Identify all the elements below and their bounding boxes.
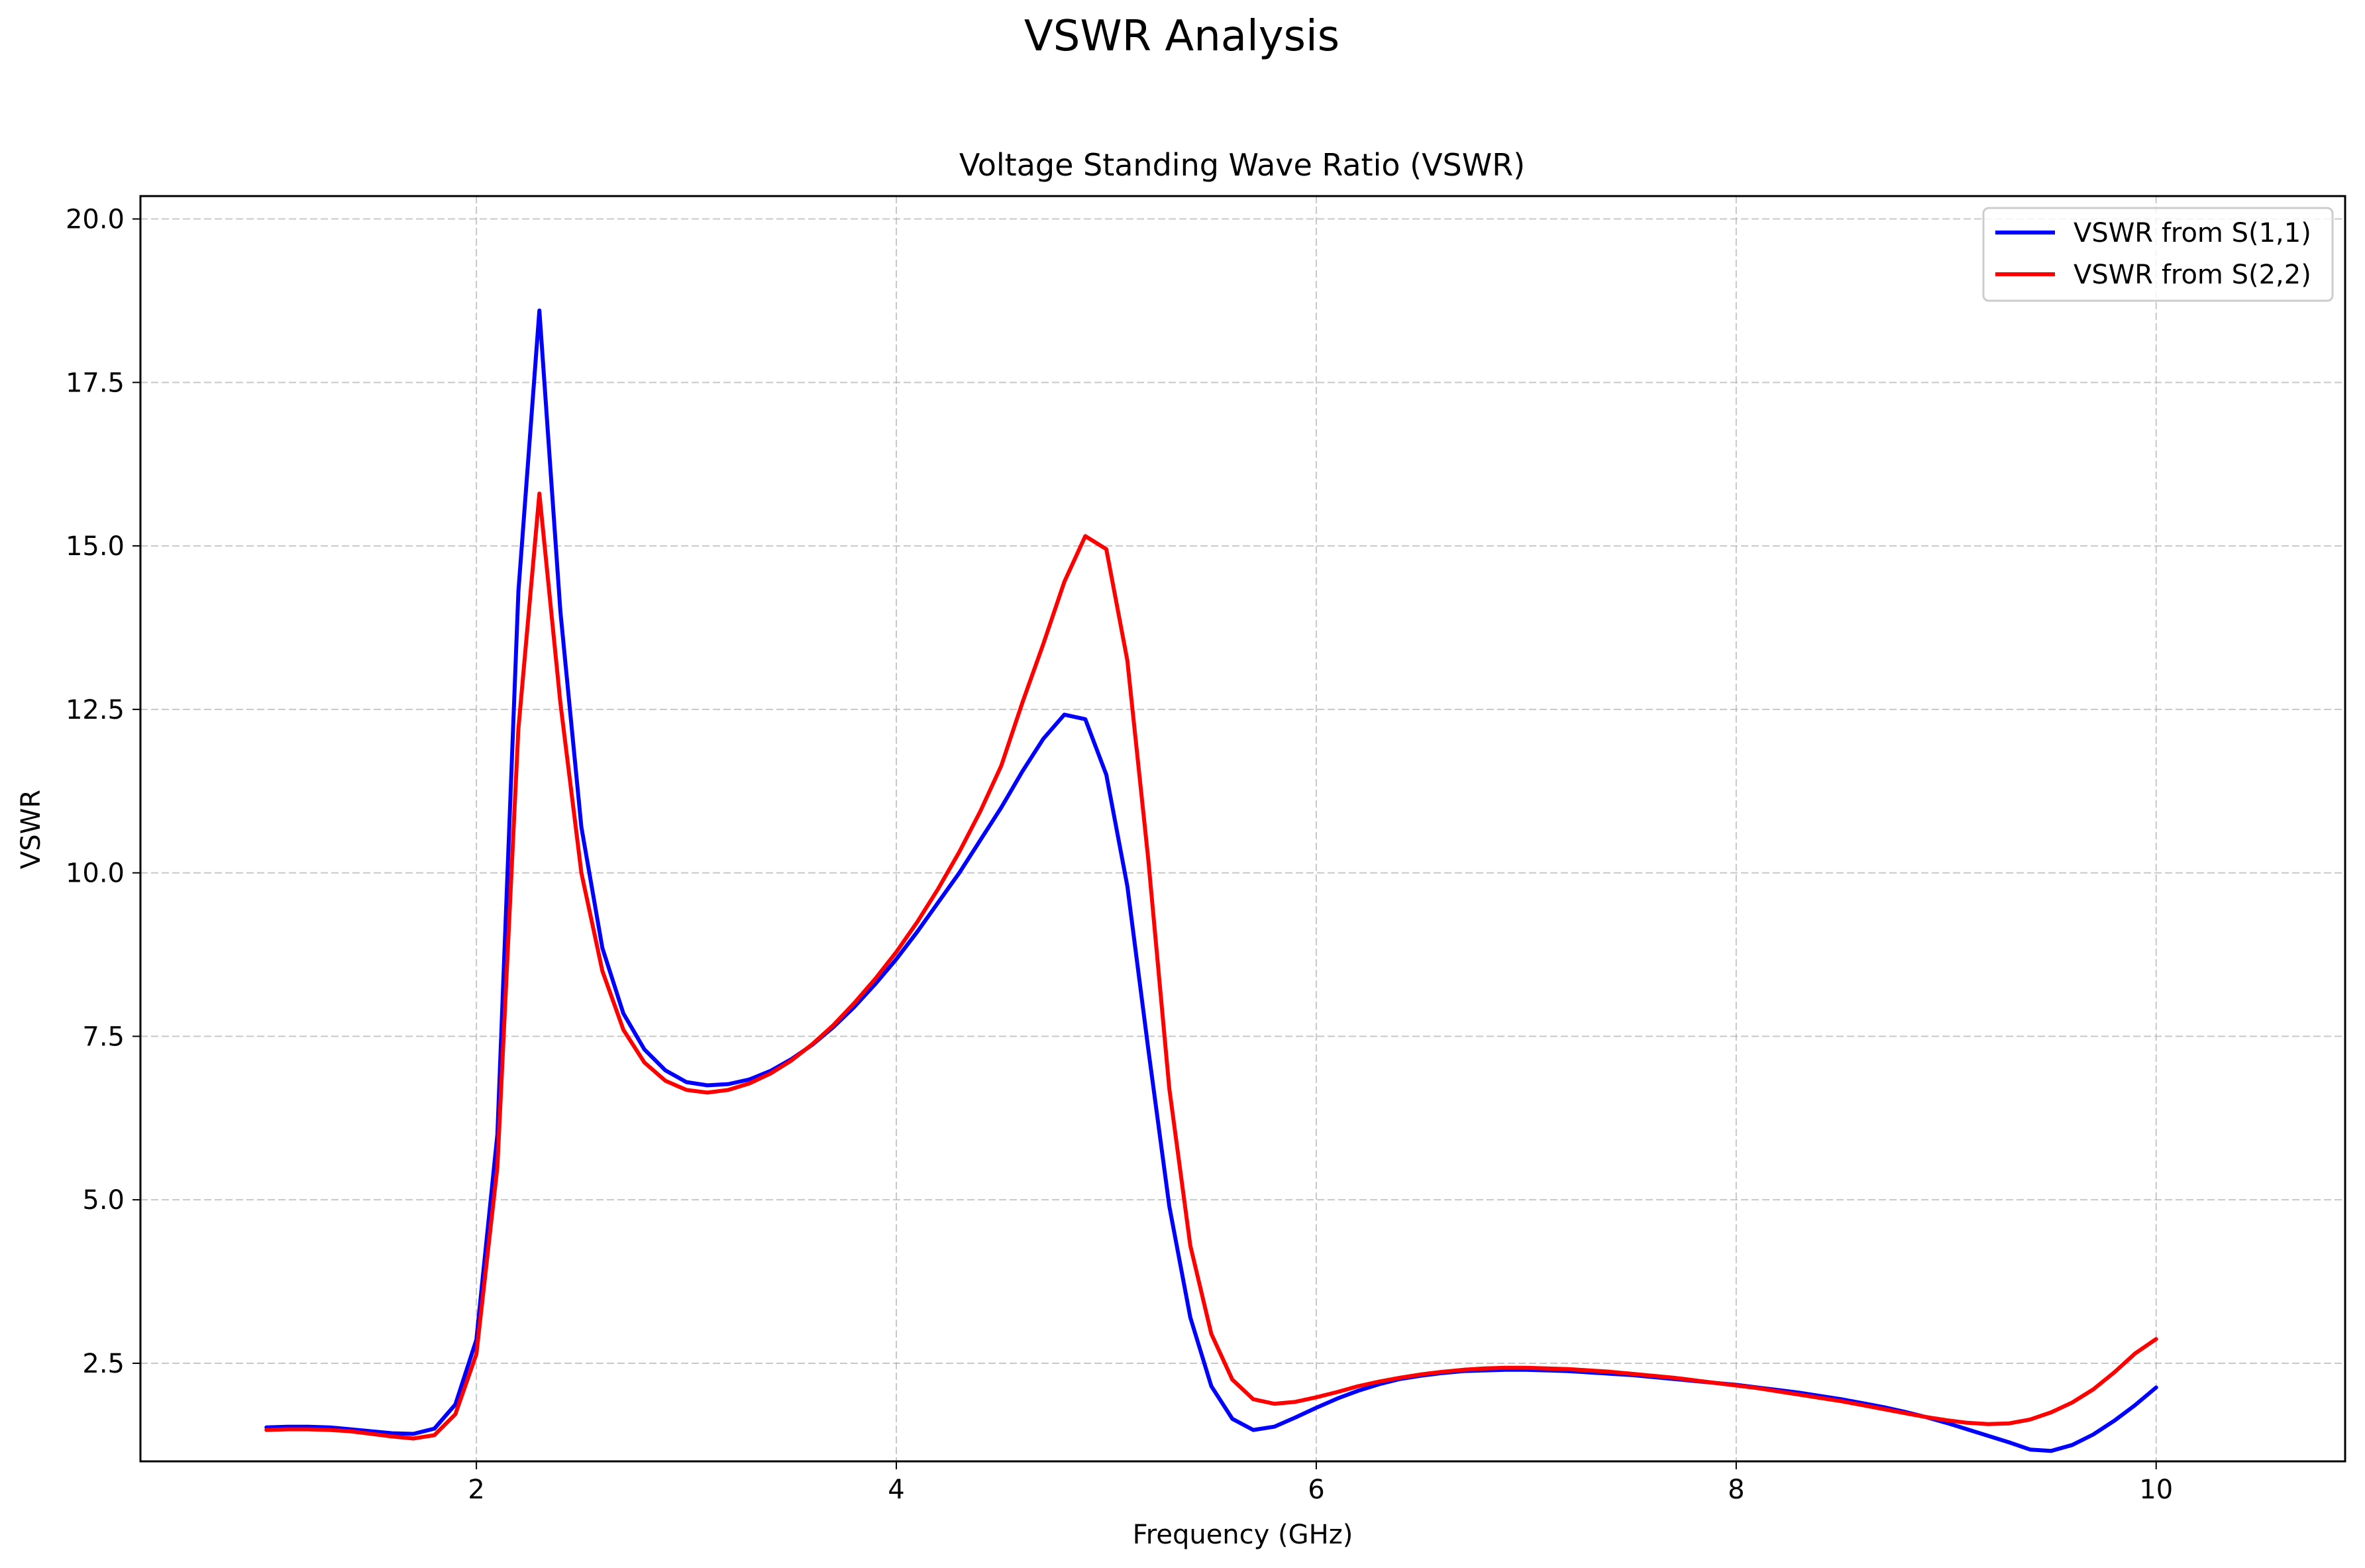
y-tick-label: 17.5 [66, 368, 125, 398]
plot-frame [139, 195, 2346, 1463]
figure-suptitle: VSWR Analysis [1024, 12, 1340, 61]
x-axis-ticks: 2 4 6 8 10 [468, 1461, 2173, 1505]
y-tick-label: 12.5 [66, 695, 125, 725]
x-tick-label: 2 [468, 1475, 484, 1505]
legend-label-s11: VSWR from S(1,1) [2074, 218, 2311, 248]
x-axis-label: Frequency (GHz) [1133, 1520, 1353, 1550]
y-tick-label: 2.5 [82, 1349, 125, 1379]
y-tick-label: 5.0 [82, 1185, 125, 1216]
x-tick-label: 10 [2139, 1475, 2173, 1505]
y-tick-label: 10.0 [66, 859, 125, 889]
chart-title: Voltage Standing Wave Ratio (VSWR) [959, 147, 1525, 183]
y-tick-label: 15.0 [66, 531, 125, 562]
series-lines [264, 308, 2158, 1453]
x-tick-label: 8 [1728, 1475, 1744, 1505]
y-axis-ticks: 2.5 5.0 7.5 10.0 12.5 15.0 17.5 20.0 [66, 205, 140, 1379]
legend-label-s22: VSWR from S(2,2) [2074, 260, 2311, 290]
x-tick-label: 6 [1308, 1475, 1324, 1505]
legend: VSWR from S(1,1) VSWR from S(2,2) [1982, 207, 2334, 302]
y-tick-label: 7.5 [82, 1021, 125, 1052]
y-axis-label: VSWR [16, 790, 46, 869]
x-tick-label: 4 [888, 1475, 904, 1505]
grid [140, 196, 2345, 1461]
series-line-1 [264, 492, 2158, 1441]
y-tick-label: 20.0 [66, 205, 125, 235]
legend-frame [1982, 207, 2334, 302]
